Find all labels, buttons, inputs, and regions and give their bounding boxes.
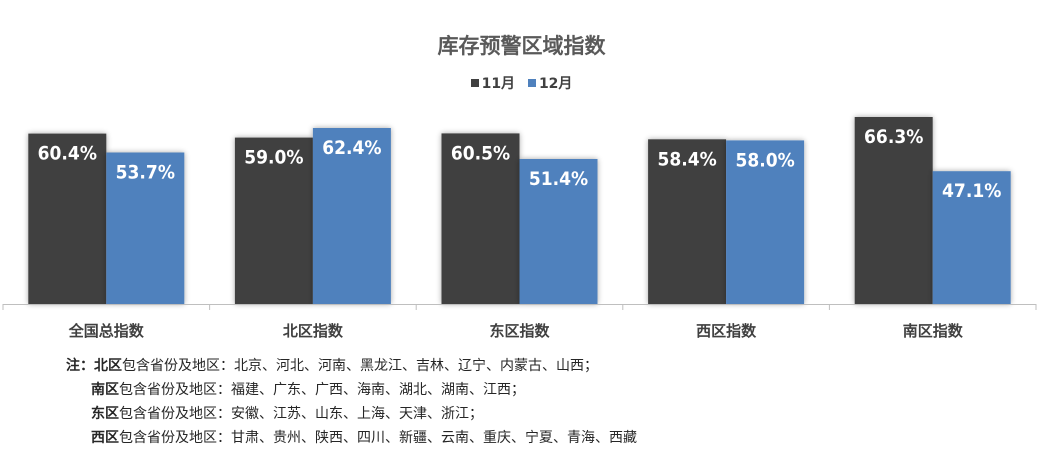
category-label-4: 南区指数 bbox=[903, 322, 964, 340]
category-label-2: 东区指数 bbox=[489, 322, 550, 340]
legend-swatch-nov bbox=[470, 79, 479, 87]
note-text-south: 包含省份及地区：福建、广东、广西、海南、湖北、湖南、江西； bbox=[119, 382, 525, 398]
bar-dec-2 bbox=[519, 159, 598, 304]
bar-nov-4 bbox=[854, 117, 933, 304]
bar-dec-4 bbox=[932, 171, 1011, 304]
bar-chart: 60.4% 53.7% 全国总指数 59.0% 62.4% 北区指数 60.5% 51.4% 东… bbox=[2, 117, 1037, 340]
bar-dec-0 bbox=[106, 152, 185, 304]
note-region-west: 西区 bbox=[91, 430, 119, 446]
data-label-nov-4: 66.3% bbox=[864, 126, 923, 148]
data-label-dec-1: 62.4% bbox=[322, 137, 381, 159]
legend-item-nov: 11月 bbox=[470, 73, 516, 93]
region-notes: 注：北区包含省份及地区：北京、河北、河南、黑龙江、吉林、辽宁、内蒙古、山西； 南… bbox=[66, 354, 637, 450]
category-label-1: 北区指数 bbox=[283, 322, 344, 340]
data-label-nov-3: 58.4% bbox=[657, 148, 716, 170]
bar-nov-0 bbox=[28, 133, 107, 304]
note-text-west: 包含省份及地区：甘肃、贵州、陕西、四川、新疆、云南、重庆、宁夏、青海、西藏 bbox=[119, 430, 637, 446]
legend-label-dec: 12月 bbox=[538, 76, 573, 92]
note-text-north: 包含省份及地区：北京、河北、河南、黑龙江、吉林、辽宁、内蒙古、山西； bbox=[122, 358, 598, 374]
data-label-dec-2: 51.4% bbox=[529, 168, 588, 190]
bar-nov-1 bbox=[234, 137, 313, 304]
note-region-south: 南区 bbox=[91, 382, 119, 398]
chart-title: 库存预警区域指数 bbox=[437, 34, 606, 58]
note-text-east: 包含省份及地区：安徽、江苏、山东、上海、天津、浙江； bbox=[119, 406, 483, 422]
data-label-nov-1: 59.0% bbox=[244, 147, 303, 169]
note-region-east: 东区 bbox=[91, 406, 119, 422]
category-label-3: 西区指数 bbox=[696, 322, 757, 340]
note-row-south: 南区包含省份及地区：福建、广东、广西、海南、湖北、湖南、江西； bbox=[66, 378, 637, 402]
note-prefix: 注： bbox=[66, 358, 94, 374]
legend-item-dec: 12月 bbox=[527, 73, 573, 93]
data-label-dec-4: 47.1% bbox=[942, 180, 1001, 202]
bar-dec-3 bbox=[726, 140, 805, 304]
note-region-north: 北区 bbox=[94, 358, 122, 374]
data-label-dec-0: 53.7% bbox=[116, 162, 175, 184]
bar-nov-2 bbox=[441, 133, 520, 304]
note-row-north: 注：北区包含省份及地区：北京、河北、河南、黑龙江、吉林、辽宁、内蒙古、山西； bbox=[66, 354, 637, 378]
category-label-0: 全国总指数 bbox=[68, 322, 145, 340]
note-row-east: 东区包含省份及地区：安徽、江苏、山东、上海、天津、浙江； bbox=[66, 402, 637, 426]
data-label-nov-2: 60.5% bbox=[451, 142, 510, 164]
note-row-west: 西区包含省份及地区：甘肃、贵州、陕西、四川、新疆、云南、重庆、宁夏、青海、西藏 bbox=[66, 426, 637, 450]
bar-nov-3 bbox=[648, 139, 727, 304]
chart-legend: 11月 12月 bbox=[0, 73, 1043, 93]
legend-swatch-dec bbox=[527, 79, 536, 87]
legend-label-nov: 11月 bbox=[481, 76, 516, 92]
data-label-dec-3: 58.0% bbox=[735, 149, 794, 171]
bar-dec-1 bbox=[312, 128, 391, 304]
data-label-nov-0: 60.4% bbox=[38, 143, 97, 165]
